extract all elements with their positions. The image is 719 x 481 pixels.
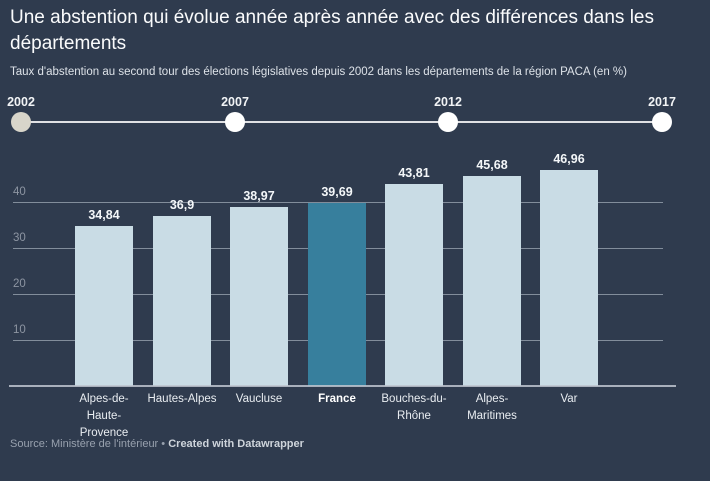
source-text: Source: Ministère de l'intérieur <box>10 438 159 450</box>
bar-category-label: France <box>318 393 356 405</box>
bar-value-label: 46,96 <box>553 152 585 166</box>
x-axis-baseline <box>9 385 676 387</box>
timeline-dot-2007[interactable] <box>225 112 245 132</box>
bar-value-label: 45,68 <box>476 158 508 172</box>
bar-category-label: Alpes-de- Haute- Provence <box>79 393 129 439</box>
bar-Bouches-du-Rhône[interactable] <box>385 184 443 386</box>
bar-category-label: Vaucluse <box>235 393 283 405</box>
y-tick-label-30: 30 <box>13 232 26 244</box>
bar-France[interactable] <box>308 203 366 386</box>
chart-title: Une abstention qui évolue année après an… <box>10 7 654 54</box>
bar-value-label: 38,97 <box>243 189 275 203</box>
timeline-dot-2017[interactable] <box>652 112 672 132</box>
bar-category-label: Var <box>560 393 578 405</box>
timeline-year-label-2012[interactable]: 2012 <box>434 95 462 109</box>
separator-dot: • <box>161 438 166 450</box>
datawrapper-credit-link[interactable]: Created with Datawrapper <box>168 438 304 450</box>
bar-Alpes-de-Haute-Provence[interactable] <box>75 226 133 386</box>
bar-category-label: Hautes-Alpes <box>147 393 217 405</box>
bar-value-label: 34,84 <box>88 208 120 222</box>
bar-value-label: 36,9 <box>169 198 195 212</box>
timeline-track[interactable] <box>21 121 662 123</box>
y-gridline-40 <box>13 202 663 203</box>
y-tick-label-10: 10 <box>13 324 26 336</box>
y-tick-label-40: 40 <box>13 186 26 198</box>
bar-Hautes-Alpes[interactable] <box>153 216 211 386</box>
bar-category-label: Alpes- Maritimes <box>467 393 517 422</box>
bar-Alpes-Maritimes[interactable] <box>463 176 521 386</box>
timeline-year-label-2017[interactable]: 2017 <box>648 95 676 109</box>
timeline-dot-2012[interactable] <box>438 112 458 132</box>
bar-Var[interactable] <box>540 170 598 386</box>
y-tick-label-20: 20 <box>13 278 26 290</box>
bar-value-label: 43,81 <box>398 166 430 180</box>
chart-description: Taux d'abstention au second tour des éle… <box>10 66 627 78</box>
bar-value-label: 39,69 <box>321 185 353 199</box>
timeline-dot-2002[interactable] <box>11 112 31 132</box>
source-line: Source: Ministère de l'intérieur • Creat… <box>10 438 304 450</box>
bar-category-label: Bouches-du- Rhône <box>381 393 447 422</box>
bar-Vaucluse[interactable] <box>230 207 288 386</box>
timeline-year-label-2007[interactable]: 2007 <box>221 95 249 109</box>
timeline-year-label-2002[interactable]: 2002 <box>7 95 35 109</box>
